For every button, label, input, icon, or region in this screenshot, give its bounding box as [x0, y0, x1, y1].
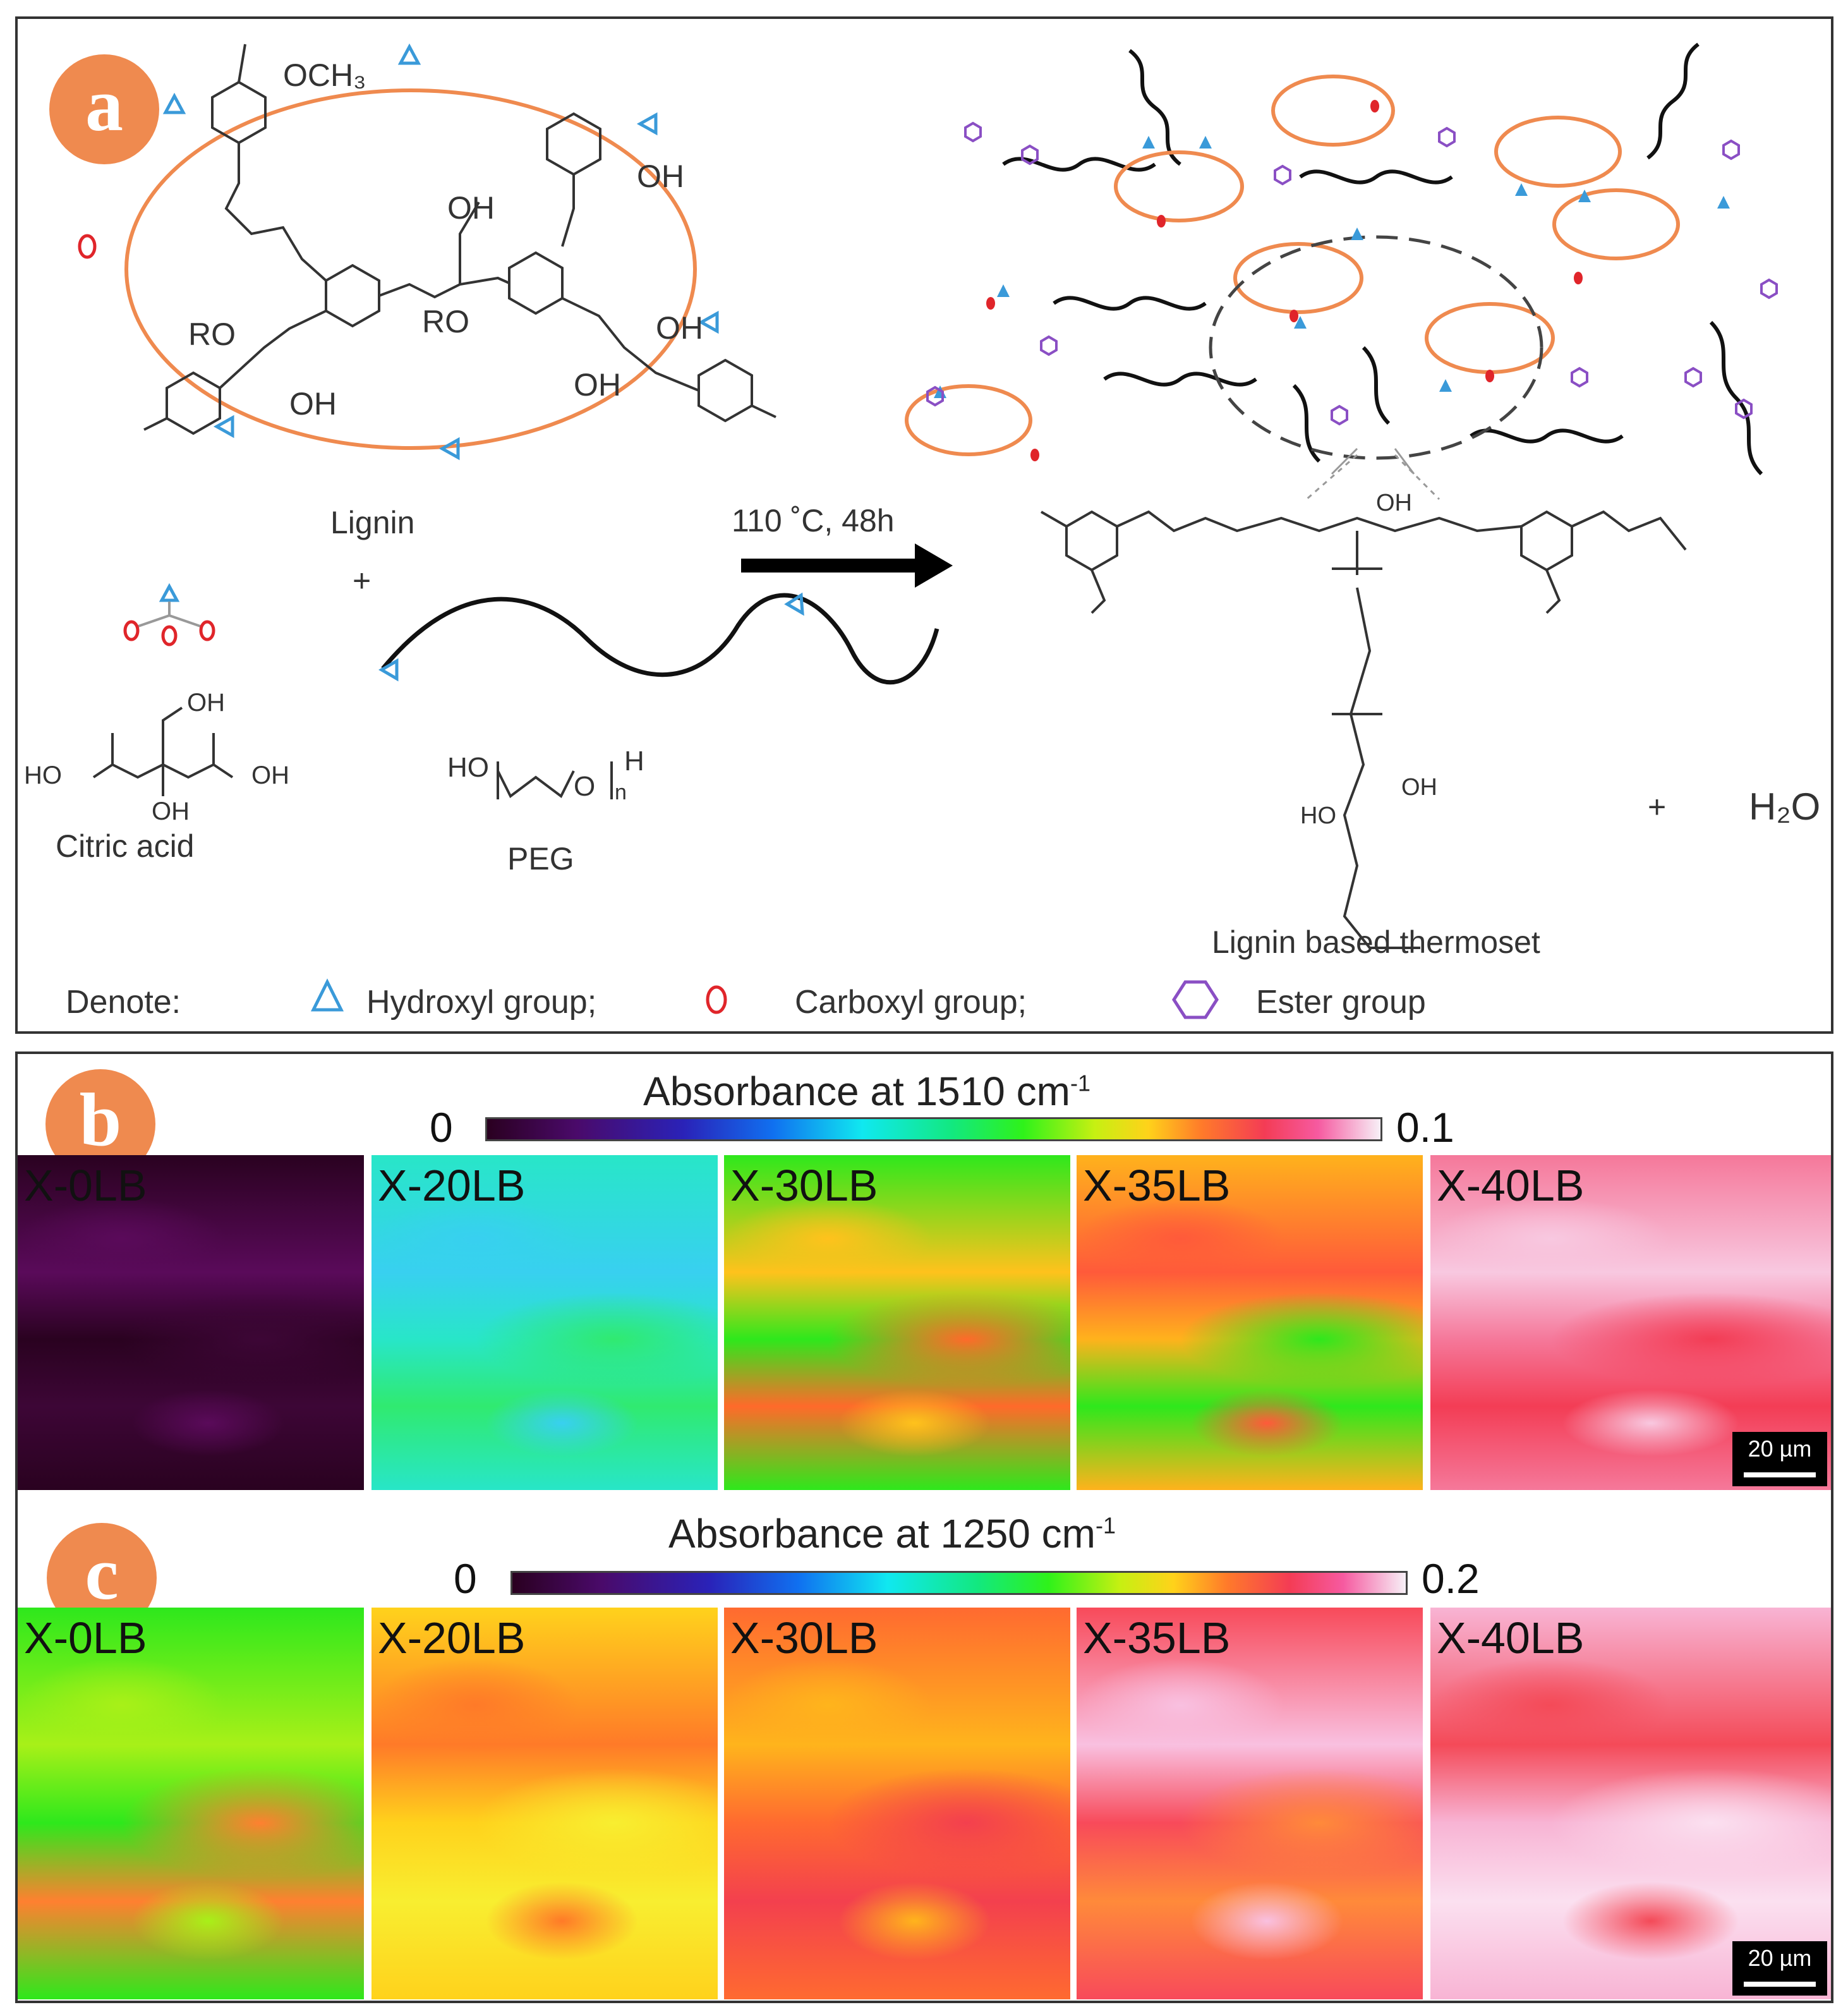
panel-a: a [15, 16, 1833, 1034]
peg-structure [497, 761, 613, 799]
peg-label: PEG [507, 841, 574, 876]
citric-oh-top: OH [187, 689, 225, 717]
citric-ho-left: HO [24, 761, 62, 789]
oh-label-3: OH [289, 386, 337, 421]
peg-hydroxyl-right [784, 592, 804, 616]
peg-n-label: n [615, 780, 627, 804]
scale-bar-label: 20 µm [1748, 1436, 1812, 1462]
peg-chain [381, 593, 939, 685]
hydroxyl-legend-icon [310, 978, 344, 1012]
panel-c-scale-max: 0.2 [1422, 1555, 1480, 1602]
carboxyl-legend-icon [706, 985, 727, 1014]
plus-sign: + [353, 563, 371, 598]
panel-b-scale-min: 0 [430, 1104, 453, 1151]
product-link-lines [1306, 454, 1440, 500]
map-label: X-20LB [378, 1161, 526, 1210]
citric-oh-right: OH [251, 761, 289, 789]
panel-b-scale-max: 0.1 [1396, 1104, 1454, 1151]
lignin-label: Lignin [330, 505, 415, 540]
peg-hydroxyl-left [378, 658, 399, 682]
citric-oh-bottom: OH [152, 797, 190, 825]
legend-carboxyl: Carboxyl group; [795, 984, 1027, 1021]
map-label: X-30LB [730, 1613, 878, 1663]
oh-label-4: OH [656, 310, 703, 346]
legend-hydroxyl: Hydroxyl group; [366, 984, 597, 1021]
panel-a-badge: a [49, 54, 159, 164]
peg-h-label: H [624, 746, 644, 777]
panel-b-map-x-40lb: X-40LB 20 µm [1430, 1155, 1831, 1490]
panel-b-map-x-30lb: X-30LB [724, 1155, 1070, 1490]
product-label: Lignin based thermoset [1212, 924, 1540, 960]
panel-c-map-x-30lb: X-30LB [724, 1608, 1070, 1999]
byproduct-plus: + [1648, 789, 1667, 825]
ro-label-1: RO [188, 317, 236, 352]
scale-bar: 20 µm [1732, 1432, 1827, 1486]
reaction-condition: 110 ˚C, 48h [732, 503, 895, 538]
panel-c-scale-min: 0 [454, 1555, 477, 1602]
oh-label-1: OH [637, 159, 684, 194]
map-label: X-40LB [1437, 1161, 1585, 1210]
scale-bar-line [1744, 1982, 1816, 1987]
map-label: X-0LB [24, 1161, 147, 1210]
lignin-hydroxyl-markers [162, 43, 719, 461]
scale-bar-label: 20 µm [1748, 1945, 1812, 1971]
citric-acid-label: Citric acid [56, 828, 195, 864]
map-label: X-0LB [24, 1613, 147, 1663]
panel-b-map-x-0lb: X-0LB [18, 1155, 364, 1490]
oh-label-2: OH [447, 190, 495, 226]
product-oh-label: OH [1376, 490, 1412, 516]
scale-bar-line [1744, 1472, 1816, 1477]
oh-label-5: OH [574, 367, 621, 403]
panel-b-colorbar [485, 1117, 1382, 1141]
map-label: X-35LB [1083, 1161, 1231, 1210]
och3-label: OCH₃ [283, 58, 366, 93]
lignin-skeleton [143, 44, 776, 435]
legend-ester: Ester group [1256, 984, 1426, 1021]
panel-c-map-x-35lb: X-35LB [1077, 1608, 1423, 1999]
reaction-arrow [741, 543, 953, 588]
citric-acid-structure [92, 706, 234, 796]
peg-o-label: O [574, 771, 596, 802]
panel-bc: b Absorbance at 1510 cm-1 0 0.1 X-0LB X-2… [15, 1051, 1833, 2003]
panel-b-map-x-20lb: X-20LB [371, 1155, 718, 1490]
peg-ho-label: HO [447, 752, 489, 783]
map-label: X-40LB [1437, 1613, 1585, 1663]
panel-b-title: Absorbance at 1510 cm-1 [643, 1069, 1090, 1114]
legend-title: Denote: [66, 984, 181, 1021]
reaction-scheme [78, 42, 1778, 1019]
thermoset-network [905, 42, 1778, 476]
panel-c-colorbar [510, 1571, 1408, 1595]
panel-c-map-x-20lb: X-20LB [371, 1608, 718, 1999]
byproduct-water: H₂O [1749, 785, 1821, 828]
product-ho-label: HO [1300, 803, 1336, 829]
panel-c-title: Absorbance at 1250 cm-1 [668, 1511, 1116, 1556]
lignin-outline [124, 88, 697, 450]
panel-c-map-x-0lb: X-0LB [18, 1608, 364, 1999]
map-label: X-30LB [730, 1161, 878, 1210]
map-label: X-20LB [378, 1613, 526, 1663]
product-oh-label-2: OH [1401, 774, 1437, 801]
product-structure [1041, 510, 1687, 949]
lignin-carboxyl-marker [78, 234, 97, 259]
scale-bar: 20 µm [1732, 1941, 1827, 1996]
ester-legend-icon [1172, 980, 1219, 1019]
ro-label-2: RO [422, 304, 469, 339]
panel-c-map-x-40lb: X-40LB 20 µm [1430, 1608, 1831, 1999]
map-label: X-35LB [1083, 1613, 1231, 1663]
panel-b-map-x-35lb: X-35LB [1077, 1155, 1423, 1490]
citric-acid-symbol [123, 583, 215, 646]
